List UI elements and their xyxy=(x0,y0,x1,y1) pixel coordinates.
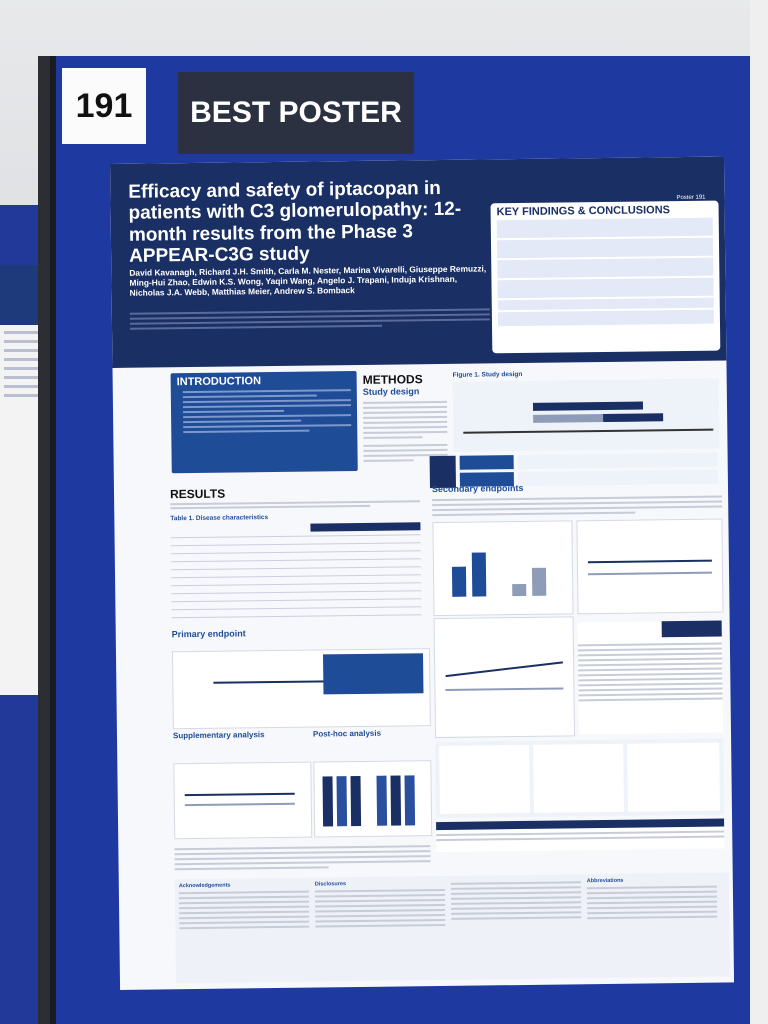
figure5-composite-endpoint xyxy=(432,520,574,617)
scientific-poster: Efficacy and safety of iptacopan in pati… xyxy=(110,156,735,990)
poster-authors: David Kavanagh, Richard J.H. Smith, Carl… xyxy=(129,263,487,298)
table2-c3-deposit xyxy=(436,818,725,853)
figure7-egfr-slope xyxy=(433,616,576,739)
figure1-title: Figure 1. Study design xyxy=(452,370,523,379)
post-hoc-title: Post-hoc analysis xyxy=(312,728,382,739)
figure3-upcr-fmv xyxy=(173,761,313,840)
acknowledgements-title: Acknowledgements xyxy=(178,882,231,890)
introduction-title: INTRODUCTION xyxy=(176,375,262,389)
wall-edge xyxy=(750,0,768,1024)
poster-footer: Acknowledgements Disclosures Abbreviatio… xyxy=(174,872,730,984)
primary-endpoint-title: Primary endpoint xyxy=(171,628,246,640)
figure8-upcr-categories xyxy=(435,738,724,819)
figure4-categorical-upcr xyxy=(313,760,433,838)
adjacent-poster-header xyxy=(0,265,44,325)
results-text xyxy=(170,498,421,510)
results-title: RESULTS xyxy=(169,486,226,502)
poster-header: Efficacy and safety of iptacopan in pati… xyxy=(110,156,727,368)
key-findings-box: KEY FINDINGS & CONCLUSIONS xyxy=(490,200,721,354)
table1-disease-characteristics xyxy=(170,522,422,625)
secondary-endpoints-title: Secondary endpoints xyxy=(431,482,524,495)
figure1-study-design xyxy=(452,378,720,452)
poster-title: Efficacy and safety of iptacopan in pati… xyxy=(128,177,462,267)
secondary-text xyxy=(432,493,723,519)
methods-title: METHODS xyxy=(362,372,423,387)
table1-title: Table 1. Disease characteristics xyxy=(170,514,269,523)
poster-affiliations xyxy=(129,305,490,332)
key-findings-title: KEY FINDINGS & CONCLUSIONS xyxy=(496,204,671,219)
figure6-egfr-change xyxy=(576,518,724,615)
figure2-proteinuria xyxy=(171,648,431,730)
introduction-box: INTRODUCTION xyxy=(170,371,358,474)
table3-safety xyxy=(577,620,723,735)
bottom-bullets xyxy=(174,842,431,871)
study-design-title: Study design xyxy=(362,386,420,397)
poster-number-card: 191 xyxy=(62,68,146,144)
abbreviations-title: Abbreviations xyxy=(586,877,624,885)
supplementary-title: Supplementary analysis xyxy=(172,730,265,741)
board-stand xyxy=(38,56,50,1024)
methods-text xyxy=(362,398,448,465)
adjacent-poster xyxy=(0,265,44,695)
best-poster-sign: BEST POSTER xyxy=(178,72,414,154)
disclosures-title: Disclosures xyxy=(314,881,347,888)
